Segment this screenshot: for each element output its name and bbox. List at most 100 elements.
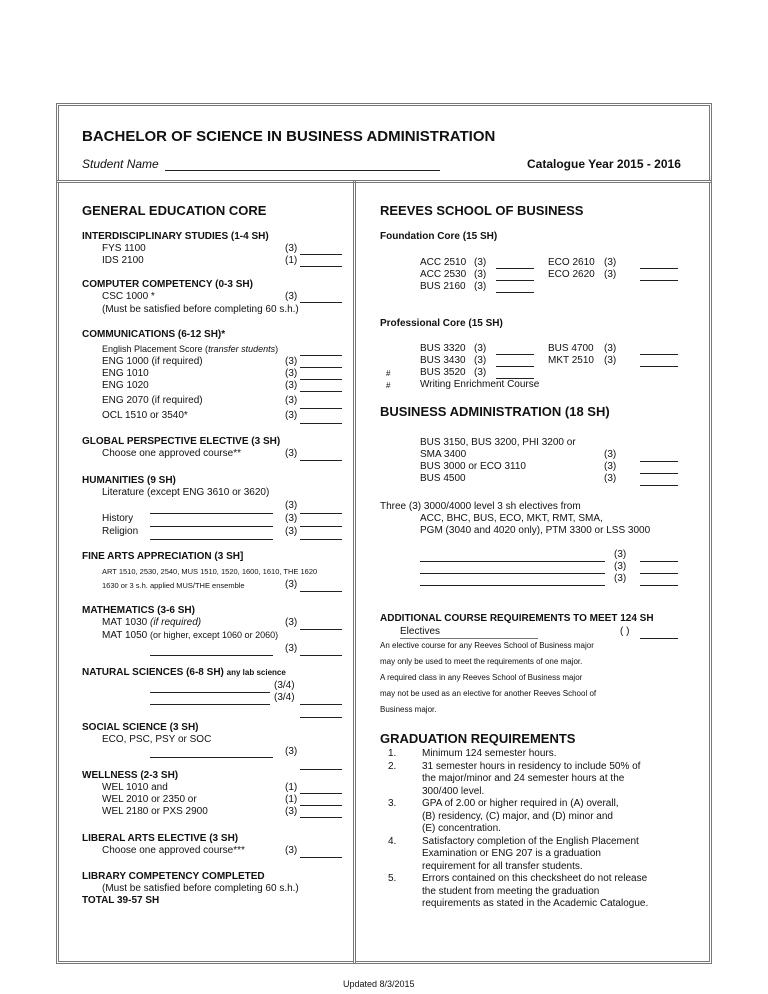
global-heading: GLOBAL PERSPECTIVE ELECTIVE (3 SH) (82, 436, 281, 447)
grade-blank[interactable] (300, 408, 342, 409)
grade-blank[interactable] (300, 355, 342, 356)
course-blank[interactable] (150, 539, 273, 540)
grade-blank[interactable] (640, 638, 678, 639)
grade-blank[interactable] (640, 485, 678, 486)
natural-heading: NATURAL SCIENCES (6-8 SH) any lab scienc… (82, 667, 286, 679)
course-eng1020: ENG 1020 (102, 380, 149, 391)
credit-hours: ( ) (620, 626, 630, 637)
course-blank[interactable] (420, 573, 605, 574)
credit-hours: (3) (285, 410, 298, 421)
credit-hours: (3) (285, 395, 298, 406)
course-blank[interactable] (420, 585, 605, 586)
grade-blank[interactable] (300, 857, 342, 858)
liberal-course: Choose one approved course*** (102, 845, 245, 856)
grade-blank[interactable] (640, 585, 678, 586)
course-blank[interactable] (150, 513, 273, 514)
course-eco2610: ECO 2610 (548, 257, 595, 268)
grade-blank[interactable] (300, 391, 342, 392)
grade-blank[interactable] (496, 354, 534, 355)
grade-blank[interactable] (300, 704, 342, 705)
mat1050-label: MAT 1050 (102, 630, 150, 641)
credit-hours: (3) (285, 617, 298, 628)
course-bus3320: BUS 3320 (420, 343, 466, 354)
graduation-item-number: 3. (388, 798, 397, 809)
updated-date: Updated 8/3/2015 (343, 979, 415, 989)
course-blank[interactable] (150, 692, 270, 693)
grade-blank[interactable] (300, 254, 342, 255)
electives-list: ACC, BHC, BUS, ECO, MKT, RMT, SMA, (420, 513, 603, 524)
grade-blank[interactable] (300, 769, 342, 770)
graduation-title: GRADUATION REQUIREMENTS (380, 731, 576, 746)
grade-blank[interactable] (640, 366, 678, 367)
course-blank[interactable] (150, 655, 273, 656)
inter-heading: INTERDISCIPLINARY STUDIES (1-4 SH) (82, 231, 269, 242)
grade-blank[interactable] (496, 378, 534, 379)
graduation-item-text: Minimum 124 semester hours. (422, 748, 557, 759)
wellness-heading: WELLNESS (2-3 SH) (82, 770, 179, 781)
grade-blank[interactable] (300, 423, 342, 424)
credit-hours: (3) (285, 356, 298, 367)
course-acc2510: ACC 2510 (420, 257, 467, 268)
grade-blank[interactable] (640, 573, 678, 574)
grade-blank[interactable] (640, 473, 678, 474)
course-eng1010: ENG 1010 (102, 368, 149, 379)
grade-blank[interactable] (300, 717, 342, 718)
religion-label: Religion (102, 526, 139, 537)
grade-blank[interactable] (640, 268, 678, 269)
student-name-field[interactable] (165, 170, 440, 171)
grade-blank[interactable] (300, 460, 342, 461)
grade-blank[interactable] (300, 539, 342, 540)
credit-hours: (3) (474, 343, 487, 354)
grade-blank[interactable] (640, 280, 678, 281)
course-eco2620: ECO 2620 (548, 269, 595, 280)
electives-blank[interactable] (400, 638, 538, 639)
grade-blank[interactable] (640, 354, 678, 355)
grade-blank[interactable] (640, 561, 678, 562)
credit-hours: (3/4) (274, 680, 295, 691)
grade-blank[interactable] (300, 367, 342, 368)
grade-blank[interactable] (300, 655, 342, 656)
credit-hours: (3) (604, 269, 617, 280)
credit-hours: (3) (285, 526, 298, 537)
grade-blank[interactable] (496, 268, 534, 269)
grade-blank[interactable] (640, 461, 678, 462)
grade-blank[interactable] (300, 805, 342, 806)
rsb-title: REEVES SCHOOL OF BUSINESS (380, 203, 584, 218)
credit-hours: (3) (474, 355, 487, 366)
computer-note: (Must be satisfied before completing 60 … (102, 304, 299, 315)
elective-note: may not be used as an elective for anoth… (380, 689, 597, 698)
credit-hours: (3) (285, 513, 298, 524)
grade-blank[interactable] (300, 302, 342, 303)
placement-score: English Placement Score (transfer studen… (102, 344, 278, 355)
communications-heading: COMMUNICATIONS (6-12 SH)* (82, 329, 226, 340)
course-blank[interactable] (150, 526, 273, 527)
grade-blank[interactable] (300, 817, 342, 818)
grade-blank[interactable] (300, 793, 342, 794)
electives-list-2: PGM (3040 and 4020 only), PTM 3300 or LS… (420, 525, 651, 536)
credit-hours: (3) (474, 281, 487, 292)
mat1030-note: (if required) (150, 617, 202, 628)
foundation-heading: Foundation Core (15 SH) (380, 231, 498, 242)
grade-blank[interactable] (496, 366, 534, 367)
grade-blank[interactable] (300, 629, 342, 630)
course-bus2160: BUS 2160 (420, 281, 466, 292)
grade-blank[interactable] (496, 280, 534, 281)
grade-blank[interactable] (300, 266, 342, 267)
grade-blank[interactable] (300, 379, 342, 380)
library-heading: LIBRARY COMPETENCY COMPLETED (82, 871, 265, 882)
course-blank[interactable] (420, 561, 605, 562)
credit-hours: (3) (614, 561, 627, 572)
math-heading: MATHEMATICS (3-6 SH) (82, 605, 195, 616)
grade-blank[interactable] (496, 292, 534, 293)
grade-blank[interactable] (300, 526, 342, 527)
social-heading: SOCIAL SCIENCE (3 SH) (82, 722, 199, 733)
course-blank[interactable] (150, 704, 270, 705)
credit-hours: (3) (285, 368, 298, 379)
mat1050-note: (or higher, except 1060 or 2060) (150, 630, 279, 640)
ba-course-2: BUS 3000 or ECO 3110 (420, 461, 526, 472)
grade-blank[interactable] (300, 591, 342, 592)
literature-label: Literature (except ENG 3610 or 3620) (102, 487, 270, 498)
gen-ed-title: GENERAL EDUCATION CORE (82, 203, 267, 218)
course-blank[interactable] (150, 757, 273, 758)
grade-blank[interactable] (300, 513, 342, 514)
